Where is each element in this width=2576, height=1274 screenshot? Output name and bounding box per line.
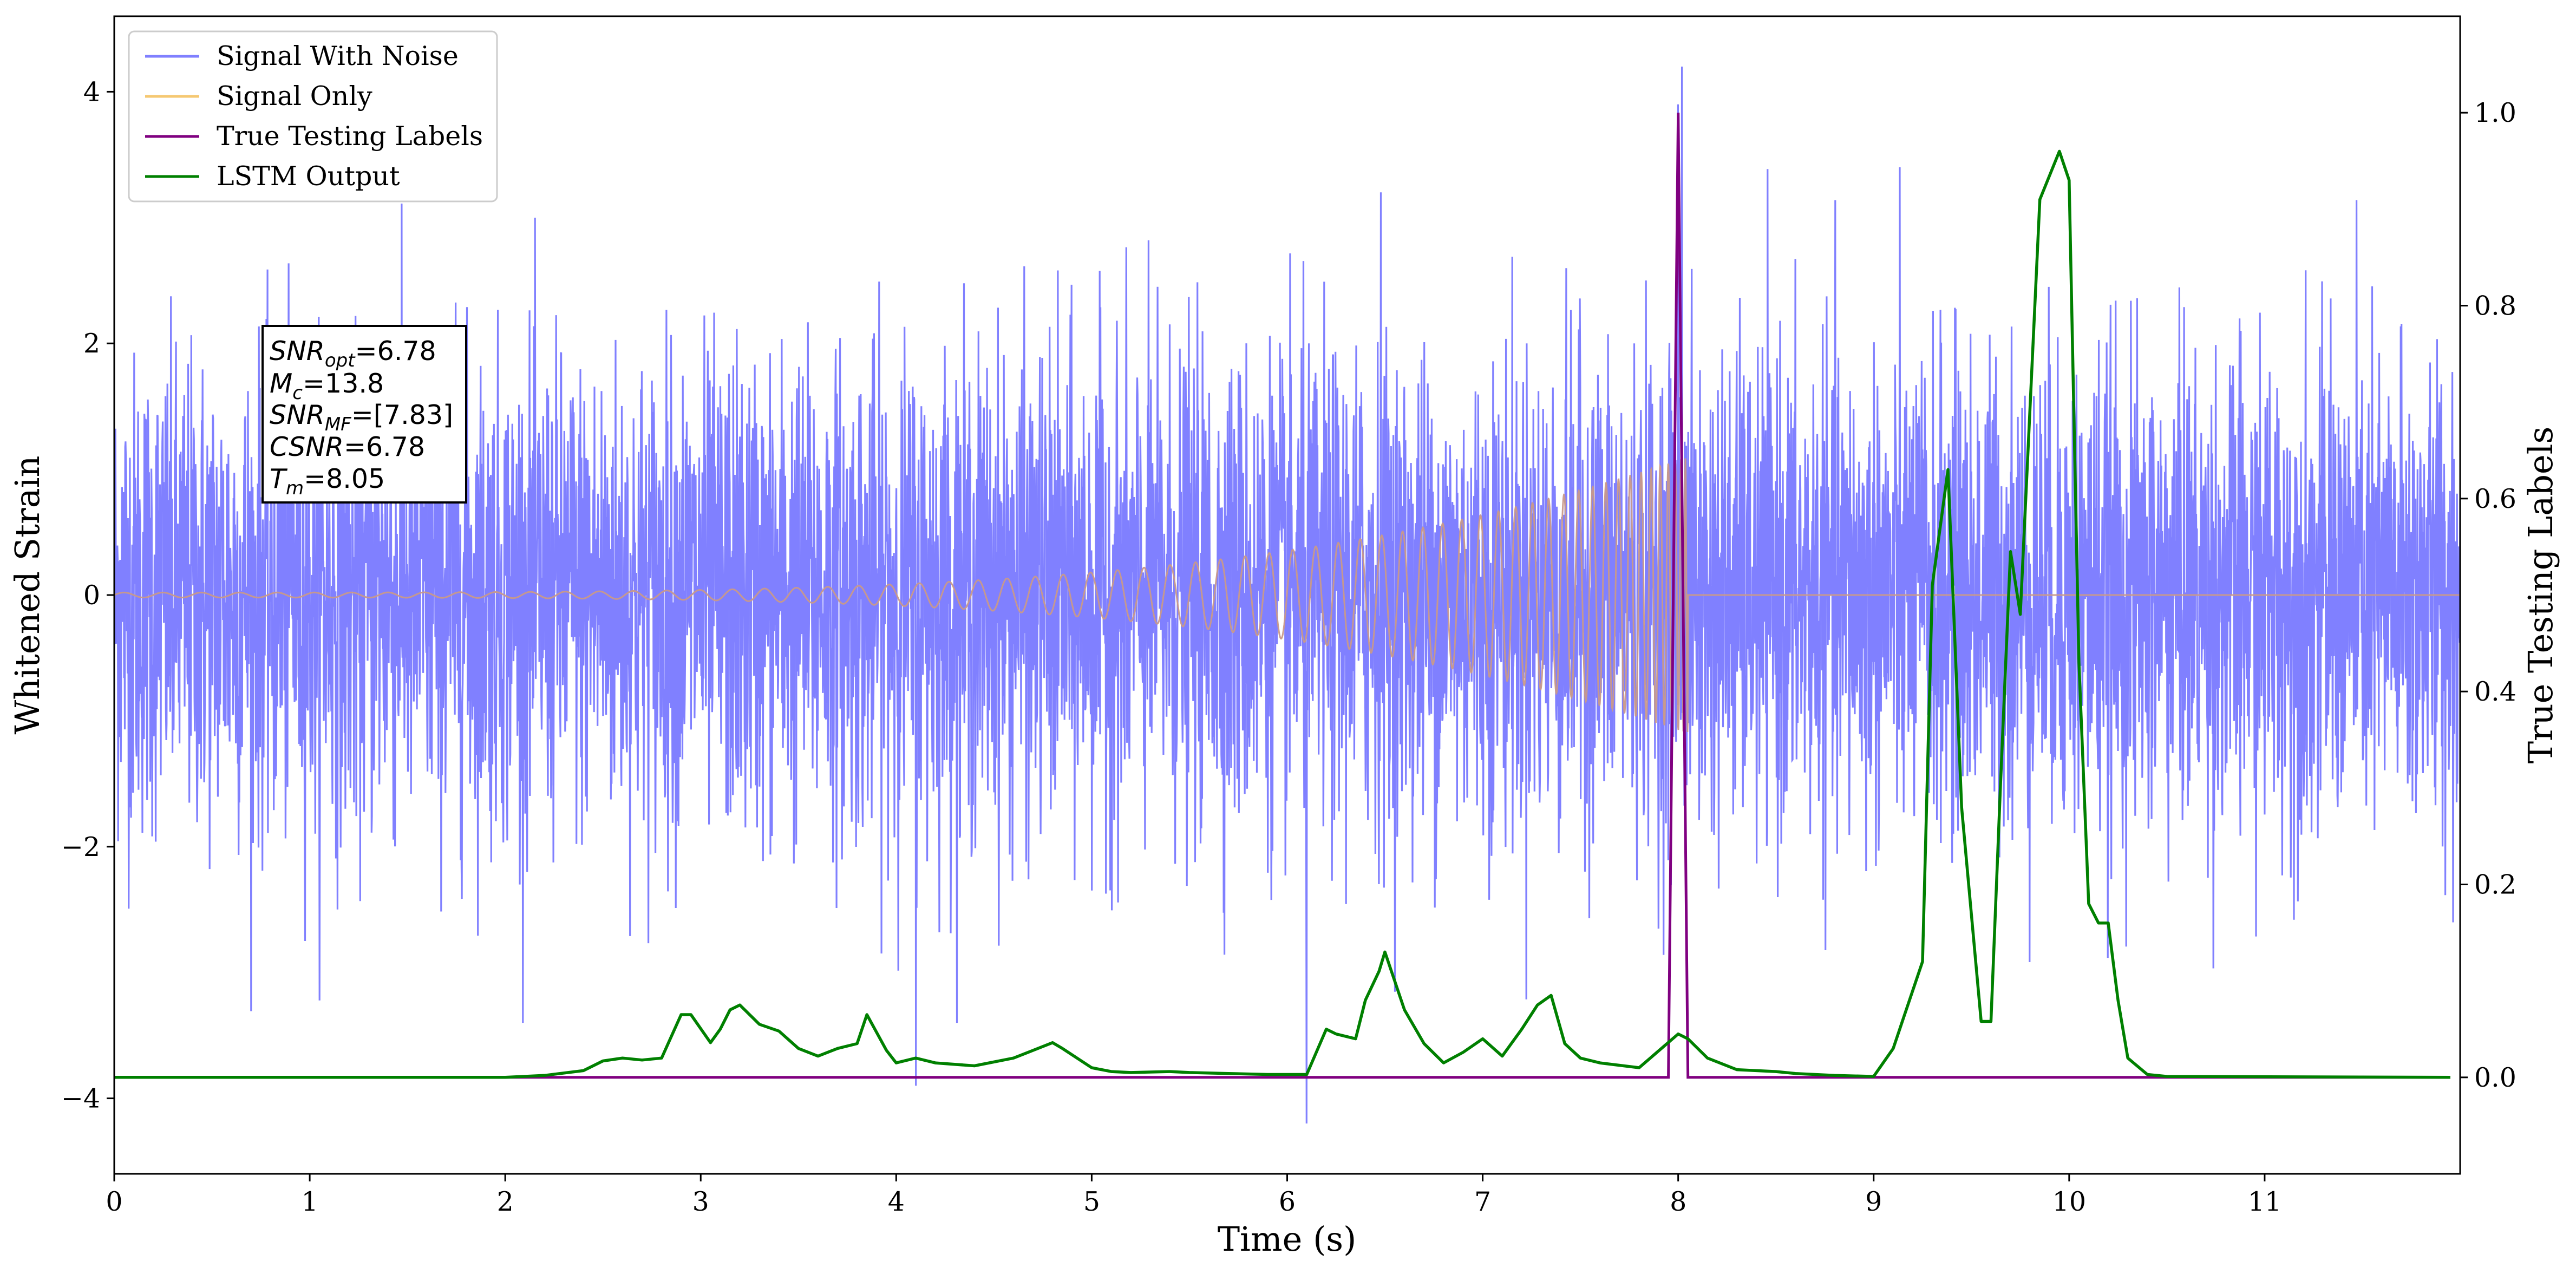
signal-trace [114, 458, 2460, 733]
y-right-tick-label: 0.8 [2474, 291, 2516, 322]
y-left-tick-label: 0 [83, 580, 100, 611]
y-left-tick-label: 4 [83, 76, 100, 107]
series-signal-with-noise [114, 66, 2460, 1124]
annotation-line-tm: Tm=8.05 [270, 463, 385, 499]
x-axis-ticks: 0 1 2 3 4 5 6 7 8 9 10 11 [106, 1174, 2281, 1217]
x-tick-label: 5 [1083, 1186, 1100, 1217]
annotation-box: SNRopt=6.78 Mc=13.8 SNRMF=[7.83] CSNR=6.… [261, 325, 467, 504]
y-right-tick-label: 0.0 [2474, 1062, 2516, 1093]
annotation-line-snr-mf: SNRMF=[7.83] [270, 400, 453, 435]
y-axis-left-ticks: −4 −2 0 2 4 [61, 76, 114, 1114]
y-right-tick-label: 0.6 [2474, 484, 2516, 514]
x-tick-label: 3 [692, 1186, 709, 1217]
y-left-tick-label: −4 [61, 1083, 100, 1114]
legend-label-noise: Signal With Noise [217, 41, 459, 71]
series-signal-only [114, 458, 2460, 733]
y-left-tick-label: −2 [61, 832, 100, 863]
y-right-tick-label: 0.4 [2474, 676, 2516, 707]
y-right-tick-label: 0.2 [2474, 870, 2516, 900]
y-left-tick-label: 2 [83, 328, 100, 359]
y-axis-left-title: Whitened Strain [8, 456, 47, 735]
y-axis-right-title: True Testing Labels [2521, 427, 2560, 764]
legend: Signal With Noise Signal Only True Testi… [128, 30, 498, 202]
x-tick-label: 4 [888, 1186, 905, 1217]
series-true-testing-labels [114, 113, 2450, 1079]
x-tick-label: 9 [1865, 1186, 1882, 1217]
annotation-line-mc: Mc=13.8 [270, 368, 384, 404]
x-tick-label: 10 [2052, 1186, 2086, 1217]
x-tick-label: 7 [1474, 1186, 1491, 1217]
legend-label-labels: True Testing Labels [217, 121, 483, 152]
legend-label-lstm: LSTM Output [217, 161, 400, 192]
y-right-tick-label: 1.0 [2474, 97, 2516, 128]
x-tick-label: 1 [301, 1186, 318, 1217]
legend-label-signal: Signal Only [217, 81, 372, 112]
labels-trace [114, 113, 2450, 1079]
annotation-line-csnr: CSNR=6.78 [270, 432, 425, 462]
legend-box [128, 30, 498, 202]
x-tick-label: 2 [497, 1186, 514, 1217]
annotation-line-snr-opt: SNRopt=6.78 [270, 336, 436, 371]
y-axis-right-ticks: 0.0 0.2 0.4 0.6 0.8 1.0 [2460, 97, 2516, 1093]
x-tick-label: 6 [1279, 1186, 1296, 1217]
series-lstm-output [114, 149, 2450, 1079]
lstm-trace [114, 149, 2450, 1079]
x-axis-title: Time (s) [1218, 1219, 1357, 1259]
noise-trace [114, 66, 2460, 1124]
plot-area [114, 66, 2460, 1124]
annotation-frame [261, 325, 467, 504]
x-tick-label: 8 [1670, 1186, 1686, 1217]
x-tick-label: 11 [2248, 1186, 2281, 1217]
x-tick-label: 0 [106, 1186, 122, 1217]
